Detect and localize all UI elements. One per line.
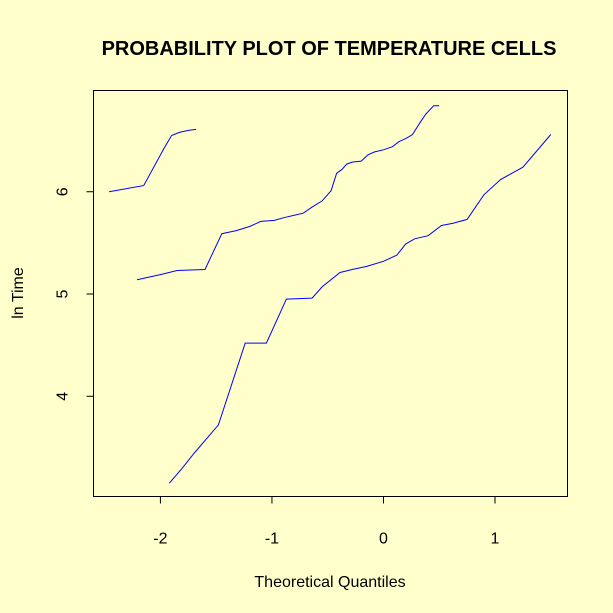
x-axis: -2 -1 0 1 <box>153 496 500 548</box>
y-axis: 4 5 6 <box>55 187 94 401</box>
x-tick-label: 0 <box>379 531 388 548</box>
x-tick-label: -1 <box>265 531 279 548</box>
plot-frame <box>93 90 568 497</box>
x-tick-label: -2 <box>153 531 167 548</box>
x-axis-label: Theoretical Quantiles <box>254 574 405 591</box>
y-tick-label: 6 <box>55 187 72 196</box>
series-line-3 <box>168 134 552 484</box>
series-line-1 <box>109 128 197 193</box>
series-layer <box>109 105 552 484</box>
chart-title: PROBABILITY PLOT OF TEMPERATURE CELLS <box>102 38 557 60</box>
x-tick-label: 1 <box>491 531 500 548</box>
y-tick-label: 4 <box>55 392 72 401</box>
y-tick-label: 5 <box>55 289 72 298</box>
y-axis-label: ln Time <box>10 267 27 319</box>
series-line-2 <box>136 105 440 281</box>
